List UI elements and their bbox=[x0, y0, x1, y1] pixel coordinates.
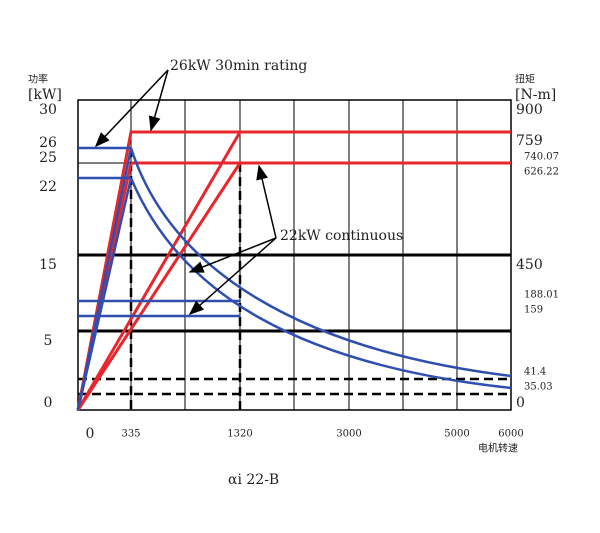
y-tick-label: 25 bbox=[39, 150, 57, 166]
x-tick-label: 335 bbox=[121, 429, 140, 440]
x-tick-label: 0 bbox=[86, 426, 95, 442]
annotation: 22kW continuous bbox=[280, 228, 403, 244]
y2-tick-label: 159 bbox=[524, 305, 543, 316]
y2-tick-label: 41.4 bbox=[524, 367, 546, 378]
y2-tick-label: 759 bbox=[516, 133, 543, 149]
y2-tick-label: 450 bbox=[516, 257, 543, 273]
y-tick-label: 5 bbox=[44, 333, 53, 349]
y2-tick-label: 900 bbox=[516, 102, 543, 118]
caption: αi 22-B bbox=[228, 472, 279, 488]
plot-frame bbox=[77, 99, 512, 411]
x-tick-label: 1320 bbox=[227, 429, 252, 440]
y2-tick-label: 35.03 bbox=[524, 382, 553, 393]
annotation-arrows bbox=[94, 69, 277, 315]
y2-tick-label: 626.22 bbox=[524, 167, 559, 178]
y-tick-label: 30 bbox=[39, 102, 57, 118]
y-tick-label: 0 bbox=[44, 395, 53, 411]
left-axis-name: 功率 bbox=[28, 73, 48, 86]
left-axis-unit: [kW] bbox=[28, 87, 62, 103]
y-tick-label: 22 bbox=[39, 179, 57, 195]
y2-tick-label: 188.01 bbox=[524, 290, 559, 301]
right-axis-name: 扭矩 bbox=[515, 73, 535, 86]
x-tick-label: 5000 bbox=[444, 429, 469, 440]
right-axis-unit: [N-m] bbox=[515, 87, 556, 103]
x-tick-label: 3000 bbox=[336, 429, 361, 440]
x-axis-name: 电机转速 bbox=[478, 442, 518, 455]
y-tick-label: 15 bbox=[39, 257, 57, 273]
power-curves bbox=[76, 146, 512, 411]
x-tick-label: 6000 bbox=[498, 429, 523, 440]
y2-tick-label: 740.07 bbox=[524, 152, 559, 163]
y-tick-label: 26 bbox=[39, 135, 57, 151]
y2-tick-label: 0 bbox=[516, 395, 525, 411]
annotation: 26kW 30min rating bbox=[170, 58, 307, 74]
